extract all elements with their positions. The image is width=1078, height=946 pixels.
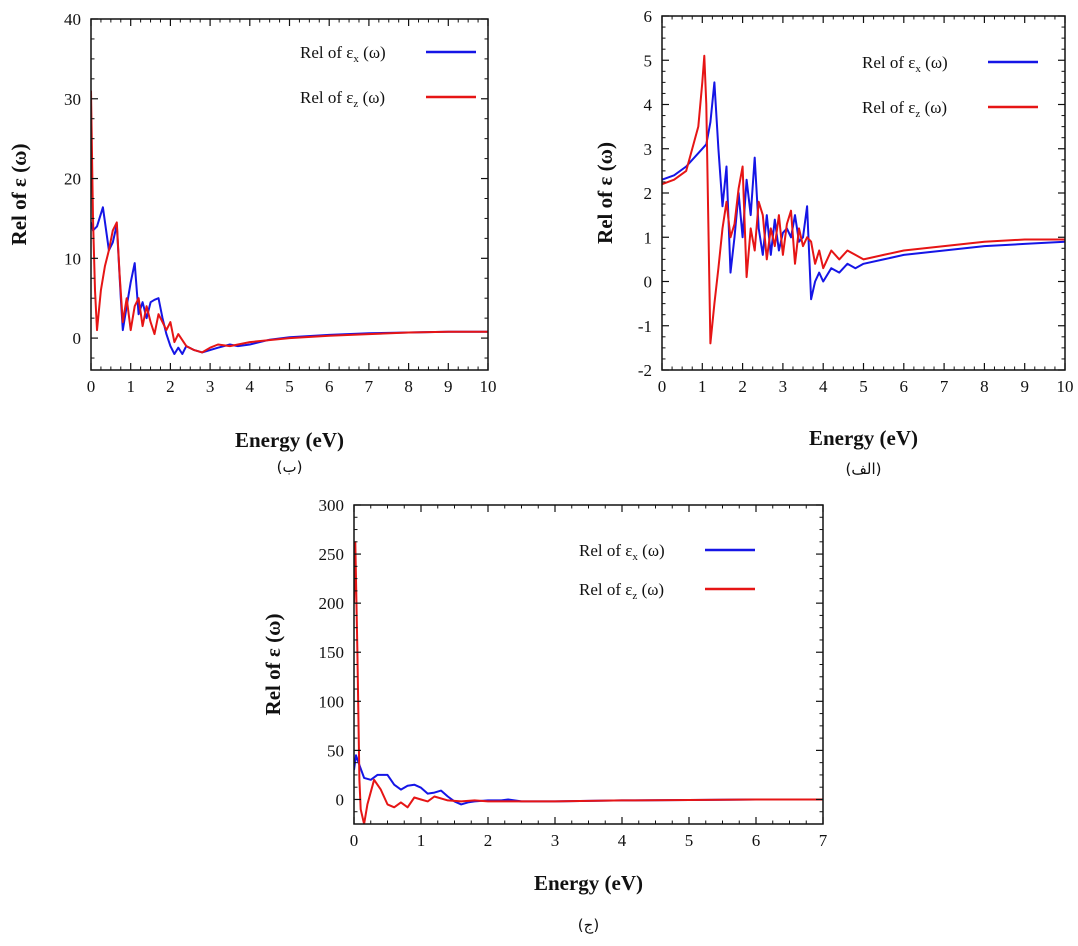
- x-tick-label: 1: [126, 377, 135, 396]
- panel-caption: (الف): [846, 460, 882, 478]
- x-tick-label: 2: [166, 377, 175, 396]
- legend-label: Rel of εx (ω): [300, 43, 386, 65]
- y-tick-label: 10: [64, 249, 81, 268]
- x-tick-label: 7: [940, 377, 949, 396]
- y-tick-label: 250: [319, 545, 345, 564]
- x-tick-label: 3: [551, 831, 560, 850]
- x-tick-label: 0: [87, 377, 96, 396]
- x-tick-label: 7: [819, 831, 828, 850]
- x-tick-label: 4: [246, 377, 255, 396]
- x-tick-label: 5: [859, 377, 868, 396]
- panel-caption: (ب): [277, 458, 303, 476]
- legend-label: Rel of εx (ω): [862, 53, 948, 75]
- y-axis-title: Rel of ε (ω): [261, 614, 285, 716]
- y-tick-label: -1: [638, 317, 652, 336]
- y-tick-label: 0: [644, 273, 653, 292]
- x-tick-label: 9: [444, 377, 453, 396]
- x-axis-title: Energy (eV): [534, 871, 643, 895]
- y-tick-label: 200: [319, 594, 345, 613]
- x-tick-label: 5: [285, 377, 294, 396]
- y-tick-label: 0: [336, 790, 345, 809]
- series-line-z: [354, 541, 823, 824]
- x-tick-label: 0: [350, 831, 359, 850]
- x-tick-label: 5: [685, 831, 694, 850]
- x-tick-label: 3: [779, 377, 788, 396]
- x-tick-label: 8: [404, 377, 413, 396]
- x-tick-label: 6: [325, 377, 334, 396]
- chart-panel: 0 1 2 3 4 5 6 7 8 9 10 -2 -1 0 1 2 3 4 5 6 Energy (eV) Rel of…: [593, 7, 1074, 478]
- x-tick-label: 3: [206, 377, 215, 396]
- legend-label: Rel of εz (ω): [579, 580, 664, 602]
- panel-caption: (ج): [578, 916, 599, 935]
- x-tick-label: 0: [658, 377, 667, 396]
- series-line-x: [662, 81, 1065, 301]
- series-line-z: [662, 54, 1065, 345]
- y-tick-label: 5: [644, 51, 653, 70]
- x-tick-label: 10: [480, 377, 497, 396]
- x-tick-label: 4: [618, 831, 627, 850]
- x-tick-label: 10: [1057, 377, 1074, 396]
- y-tick-label: 40: [64, 10, 81, 29]
- series-line-z: [91, 90, 488, 354]
- plot-frame: [90, 18, 489, 371]
- legend-label: Rel of εz (ω): [300, 88, 385, 110]
- chart-panel: 0 1 2 3 4 5 6 7 8 9 10 0 10 20 30 40 Energy (eV) Rel of ε…: [7, 10, 497, 476]
- x-tick-label: 1: [417, 831, 426, 850]
- x-tick-label: 1: [698, 377, 707, 396]
- x-tick-label: 2: [484, 831, 493, 850]
- y-tick-label: 20: [64, 170, 81, 189]
- y-tick-label: 3: [644, 140, 653, 159]
- y-tick-label: 30: [64, 90, 81, 109]
- chart-panel: 0 1 2 3 4 5 6 7 0 50 100 150 200 250 300 Energy (eV) Rel…: [261, 496, 828, 935]
- y-tick-label: 1: [644, 228, 653, 247]
- y-tick-label: 100: [319, 692, 345, 711]
- y-tick-label: 50: [327, 741, 344, 760]
- y-axis-title: Rel of ε (ω): [593, 142, 617, 244]
- legend-label: Rel of εx (ω): [579, 541, 665, 563]
- legend-label: Rel of εz (ω): [862, 98, 947, 120]
- series-line-x: [354, 754, 823, 806]
- y-tick-label: 150: [319, 643, 345, 662]
- x-tick-label: 6: [900, 377, 909, 396]
- y-tick-label: 4: [644, 96, 653, 115]
- y-tick-label: 300: [319, 496, 345, 515]
- x-tick-label: 6: [752, 831, 761, 850]
- x-tick-label: 2: [738, 377, 747, 396]
- x-tick-label: 7: [365, 377, 374, 396]
- y-tick-label: 2: [644, 184, 653, 203]
- x-tick-label: 4: [819, 377, 828, 396]
- x-tick-label: 9: [1020, 377, 1029, 396]
- x-axis-title: Energy (eV): [809, 426, 918, 450]
- y-tick-label: 6: [644, 7, 653, 26]
- y-axis-title: Rel of ε (ω): [7, 144, 31, 246]
- y-tick-label: 0: [73, 329, 82, 348]
- x-axis-title: Energy (eV): [235, 428, 344, 452]
- x-tick-label: 8: [980, 377, 989, 396]
- y-tick-label: -2: [638, 361, 652, 380]
